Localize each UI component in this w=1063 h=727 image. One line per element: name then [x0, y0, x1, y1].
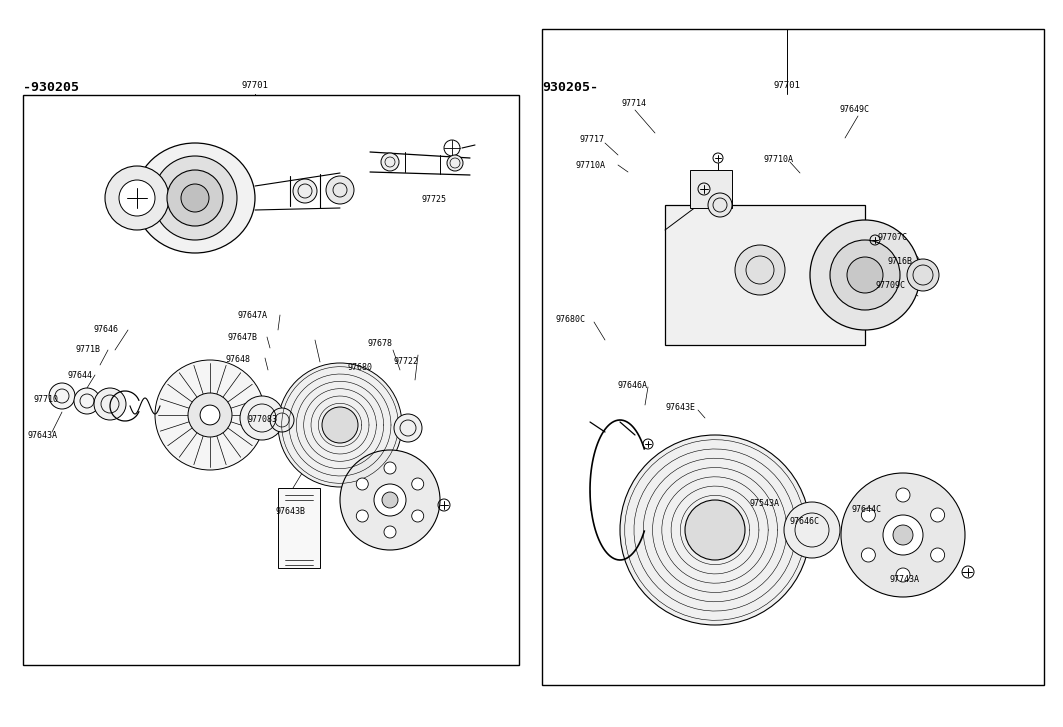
Bar [23, 95, 519, 665]
Circle shape [293, 179, 317, 203]
Text: 97644C: 97644C [851, 505, 881, 515]
Text: 97647A: 97647A [238, 310, 268, 319]
Circle shape [155, 360, 265, 470]
Text: 97649C: 97649C [839, 105, 868, 114]
Circle shape [841, 473, 965, 597]
Text: 97701: 97701 [241, 81, 269, 90]
Text: 97722: 97722 [393, 358, 418, 366]
Text: 97717: 97717 [579, 135, 604, 145]
Text: 97680C: 97680C [556, 316, 586, 324]
Circle shape [861, 548, 875, 562]
Circle shape [119, 180, 155, 216]
Text: 97678: 97678 [367, 339, 392, 348]
Circle shape [861, 508, 875, 522]
Text: 977083: 977083 [248, 416, 279, 425]
Text: 97709C: 97709C [876, 281, 906, 291]
Circle shape [94, 388, 126, 420]
Circle shape [153, 156, 237, 240]
Circle shape [374, 484, 406, 516]
Circle shape [322, 407, 358, 443]
Bar [542, 29, 1044, 685]
Text: 97710: 97710 [34, 395, 60, 404]
Text: 97725: 97725 [422, 196, 448, 204]
Circle shape [270, 408, 294, 432]
Text: 97701: 97701 [773, 81, 800, 90]
Bar [279, 488, 320, 568]
Bar [690, 170, 732, 208]
Circle shape [188, 393, 232, 437]
Circle shape [384, 462, 396, 474]
Text: 9716B: 9716B [888, 257, 913, 267]
Circle shape [893, 525, 913, 545]
Ellipse shape [135, 143, 255, 253]
Text: 97707C: 97707C [878, 233, 908, 243]
Circle shape [394, 414, 422, 442]
Circle shape [411, 478, 424, 490]
Text: 97648: 97648 [226, 356, 251, 364]
Text: 97646A: 97646A [617, 380, 647, 390]
Text: 97646C: 97646C [789, 518, 819, 526]
Text: 930205-: 930205- [542, 81, 598, 94]
Text: 97643A: 97643A [28, 430, 58, 440]
Circle shape [896, 568, 910, 582]
Circle shape [356, 478, 368, 490]
Text: 97543A: 97543A [750, 499, 780, 507]
Text: 97710A: 97710A [763, 156, 793, 164]
Circle shape [784, 502, 840, 558]
Circle shape [326, 176, 354, 204]
Text: 97644: 97644 [68, 371, 92, 379]
Circle shape [896, 488, 910, 502]
Circle shape [620, 435, 810, 625]
Circle shape [105, 166, 169, 230]
Text: 97647B: 97647B [227, 332, 258, 342]
Circle shape [735, 245, 784, 295]
Text: 97680: 97680 [347, 364, 372, 372]
Circle shape [240, 396, 284, 440]
Circle shape [810, 220, 919, 330]
Circle shape [279, 363, 402, 487]
Text: 97743A: 97743A [889, 576, 919, 585]
Polygon shape [665, 205, 865, 345]
Circle shape [181, 184, 209, 212]
Text: 97714: 97714 [621, 98, 646, 108]
Circle shape [448, 155, 463, 171]
Text: 97643B: 97643B [276, 507, 306, 516]
Circle shape [74, 388, 100, 414]
Circle shape [340, 450, 440, 550]
Circle shape [847, 257, 883, 293]
Circle shape [685, 500, 745, 560]
Circle shape [930, 508, 945, 522]
Circle shape [49, 383, 75, 409]
Circle shape [167, 170, 223, 226]
Circle shape [356, 510, 368, 522]
Text: -930205: -930205 [23, 81, 80, 94]
Text: 97643E: 97643E [665, 403, 695, 412]
Text: 9771B: 9771B [75, 345, 100, 355]
Circle shape [411, 510, 424, 522]
Circle shape [381, 153, 399, 171]
Circle shape [384, 526, 396, 538]
Circle shape [883, 515, 923, 555]
Circle shape [382, 492, 398, 508]
Circle shape [200, 405, 220, 425]
Circle shape [830, 240, 900, 310]
Circle shape [930, 548, 945, 562]
Text: 97710A: 97710A [575, 161, 605, 169]
Text: 97646: 97646 [92, 326, 118, 334]
Circle shape [907, 259, 939, 291]
Circle shape [708, 193, 732, 217]
